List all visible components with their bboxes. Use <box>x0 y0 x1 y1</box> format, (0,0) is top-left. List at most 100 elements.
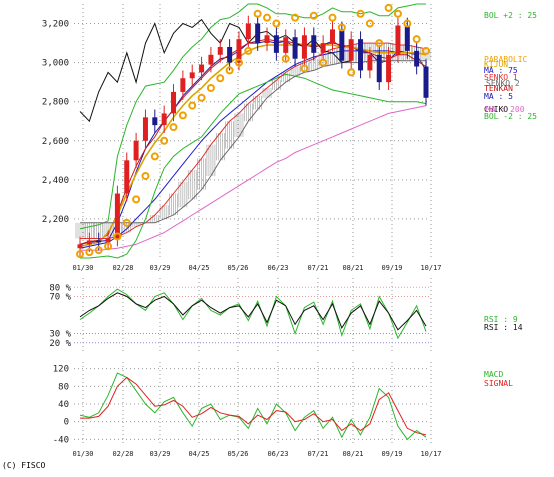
candle-body <box>114 193 120 239</box>
price-ytick-label: 2,400 <box>42 176 69 186</box>
candle-body <box>255 23 261 44</box>
candle-body <box>311 35 317 53</box>
parabolic-dot <box>216 74 225 83</box>
candle-body <box>395 25 401 55</box>
parabolic-dot <box>347 68 356 77</box>
candle-body <box>189 72 195 79</box>
xtick-label: 01/30 <box>72 450 93 458</box>
parabolic-dot <box>188 101 197 110</box>
xtick-label: 08/21 <box>342 450 363 458</box>
series-line-ma-200 <box>80 105 427 251</box>
parabolic-dot <box>113 232 122 241</box>
xtick-label: 02/28 <box>112 264 133 272</box>
series-line-senko-1 <box>80 42 427 239</box>
price-ytick-label: 3,200 <box>42 20 69 30</box>
xtick-label: 07/21 <box>307 264 328 272</box>
parabolic-dot <box>328 13 337 22</box>
series-line-ma-5 <box>79 40 427 245</box>
legend-ma-5: MA : 5 <box>484 92 513 101</box>
parabolic-dot <box>300 64 309 73</box>
macd-ytick-label: -40 <box>53 435 69 445</box>
parabolic-dot <box>309 11 318 20</box>
legend-macd: MACD <box>484 370 503 379</box>
xtick-label: 08/21 <box>342 264 363 272</box>
parabolic-dot <box>281 54 290 63</box>
candle-body <box>358 39 364 71</box>
candle-body <box>264 35 270 44</box>
parabolic-dot <box>393 9 402 18</box>
parabolic-dot <box>169 123 178 132</box>
legend-senko-2: SENKO 2 <box>486 79 520 88</box>
candle-body <box>348 39 354 61</box>
candle-body <box>133 140 139 161</box>
parabolic-dot <box>160 136 169 145</box>
copyright-text: (C) FISCO <box>2 461 46 470</box>
legend-bol-2-25: BOL -2 : 25 <box>484 112 537 121</box>
legend-ma-75: MA : 75 <box>484 66 518 75</box>
parabolic-dot <box>319 58 328 67</box>
candle-body <box>320 43 326 53</box>
parabolic-dot <box>206 84 215 93</box>
parabolic-dot <box>422 46 430 55</box>
candle-body <box>199 64 205 73</box>
legend-ma-200: MA : 200 <box>486 105 525 114</box>
parabolic-dot <box>76 250 84 259</box>
rsi-ytick-label: 30 % <box>49 330 71 340</box>
macd-ytick-label: 80 <box>58 382 69 392</box>
xtick-label: 03/29 <box>149 450 170 458</box>
parabolic-dot <box>365 19 374 28</box>
parabolic-dot <box>253 9 262 18</box>
parabolic-dot <box>337 23 346 32</box>
parabolic-dot <box>150 152 159 161</box>
xtick-label: 06/23 <box>267 450 288 458</box>
series-line-rsi-14 <box>79 292 427 331</box>
candle-body <box>283 37 289 53</box>
legend-signal: SIGNAL <box>484 379 513 388</box>
candle-body <box>142 117 148 141</box>
parabolic-dot <box>85 248 94 257</box>
candle-body <box>245 23 251 40</box>
parabolic-dot <box>244 46 253 55</box>
parabolic-dot <box>104 242 113 251</box>
parabolic-dot <box>291 13 300 22</box>
price-ytick-label: 2,600 <box>42 137 69 147</box>
parabolic-dot <box>122 218 131 227</box>
parabolic-dot <box>384 3 393 12</box>
series-line-chiko <box>79 18 352 123</box>
candle-body <box>77 244 83 249</box>
xtick-label: 09/19 <box>381 450 402 458</box>
series-line-signal <box>80 376 427 436</box>
series-line-macd <box>79 372 427 441</box>
xtick-label: 09/19 <box>381 264 402 272</box>
parabolic-dot <box>225 66 234 75</box>
candle-body <box>86 240 92 245</box>
legend-parabolic: PARABOLIC <box>484 55 528 64</box>
parabolic-dot <box>403 19 412 28</box>
candle-body <box>386 54 392 83</box>
xtick-label: 07/21 <box>307 450 328 458</box>
xtick-label: 05/26 <box>227 450 248 458</box>
candle-body <box>105 238 111 243</box>
price-ytick-label: 3,000 <box>42 59 69 69</box>
series-line-kijun <box>79 44 427 248</box>
rsi-ytick-label: 70 % <box>49 293 71 303</box>
macd-ytick-label: 0 <box>64 418 69 428</box>
xtick-label: 06/23 <box>267 264 288 272</box>
xtick-label: 01/30 <box>72 264 93 272</box>
series-line-bol-2-25 <box>80 73 427 259</box>
parabolic-dot <box>412 35 421 44</box>
candle-body <box>292 37 298 59</box>
candle-body <box>208 54 214 65</box>
candle-body <box>124 160 130 194</box>
legend-kijun: KIJUN <box>484 60 508 69</box>
candle-body <box>367 54 373 71</box>
candle-body <box>273 35 279 53</box>
legend-chiko: CHIKO <box>484 105 508 114</box>
legend-bol-2-25: BOL +2 : 25 <box>484 11 537 20</box>
candle-body <box>404 25 410 51</box>
xtick-label: 04/25 <box>188 450 209 458</box>
candle-body <box>161 113 167 126</box>
candle-body <box>376 54 382 83</box>
candle-body <box>339 29 345 61</box>
